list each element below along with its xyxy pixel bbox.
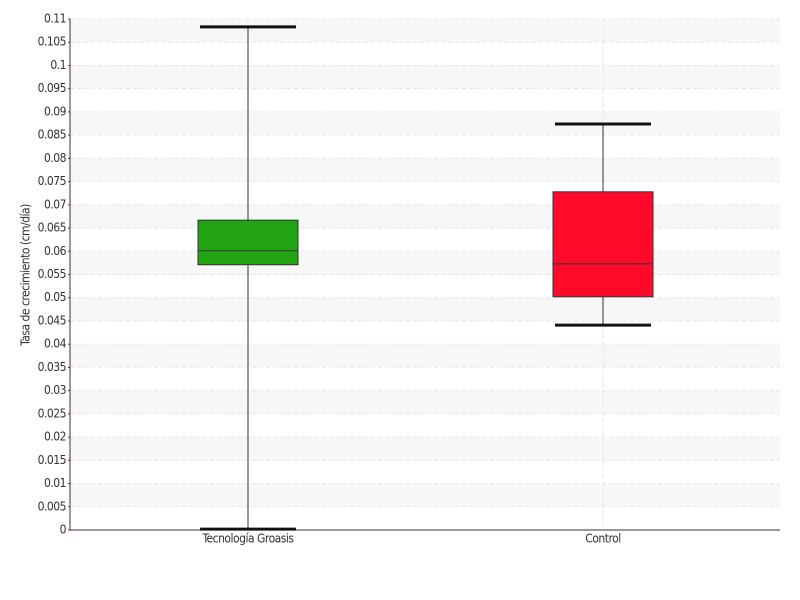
grid-band [70,204,780,229]
x-tick-label: Control [585,532,621,546]
grid-band [70,135,780,159]
grid-band [70,483,780,507]
grid-band [70,274,780,298]
y-tick-label: 0.05 [44,290,66,304]
y-tick-label: 0.09 [44,104,67,118]
grid-band [70,367,780,391]
y-tick-label: 0.1 [50,58,66,72]
y-tick-label: 0.005 [38,499,66,513]
y-tick-label: 0.055 [38,267,66,281]
y-tick-label: 0.105 [38,35,66,49]
y-tick-label: 0 [60,523,67,537]
y-tick-label: 0.08 [44,151,67,165]
box [552,191,654,298]
y-tick-label: 0.015 [38,453,66,467]
y-tick-label: 0.07 [44,197,66,211]
y-tick-label: 0.045 [38,313,66,327]
y-tick-label: 0.095 [38,81,66,95]
grid-band [70,42,780,66]
x-tick-label: Tecnología Groasis [201,532,294,546]
grid-band [70,65,780,89]
grid-band [70,460,780,484]
y-tick-label: 0.02 [44,430,66,444]
y-tick-label: 0.06 [44,244,67,258]
box [197,219,299,266]
y-tick-label: 0.035 [38,360,66,374]
y-tick-label: 0.11 [44,12,66,26]
grid-band [70,111,780,136]
grid-band [70,506,780,530]
y-tick-label: 0.085 [38,128,66,142]
grid-band [70,390,780,414]
y-axis-label: Tasa de crecimiento (cm/día) [19,204,33,347]
grid-band [70,320,780,345]
grid-band [70,19,780,43]
y-tick-label: 0.075 [38,174,66,188]
grid-band [70,158,780,182]
grid-band [70,344,780,368]
y-tick-label: 0.04 [44,337,67,351]
grid-band [70,413,780,438]
y-tick-label: 0.01 [44,476,66,490]
y-tick-label: 0.03 [44,383,66,397]
grid-band [70,297,780,321]
y-tick-label: 0.065 [38,221,66,235]
y-tick-label: 0.025 [38,406,66,420]
grid-band [70,437,780,461]
grid-band [70,88,780,112]
grid-band [70,181,780,205]
grid-band [70,251,780,275]
grid-band [70,228,780,252]
